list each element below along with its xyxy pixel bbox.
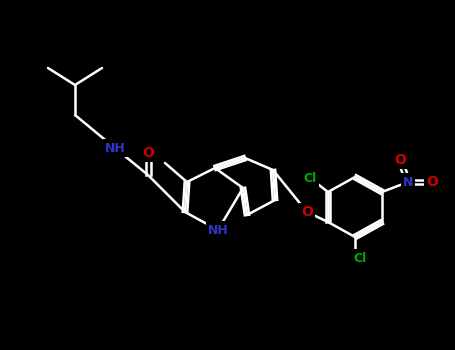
Text: O: O (142, 146, 154, 160)
Text: NH: NH (105, 141, 126, 154)
Text: Cl: Cl (303, 172, 317, 184)
Text: Cl: Cl (354, 252, 367, 265)
Text: NH: NH (207, 224, 228, 237)
Text: O: O (301, 205, 313, 219)
Text: O: O (426, 175, 438, 189)
Text: N: N (403, 175, 413, 189)
Text: O: O (394, 153, 406, 167)
